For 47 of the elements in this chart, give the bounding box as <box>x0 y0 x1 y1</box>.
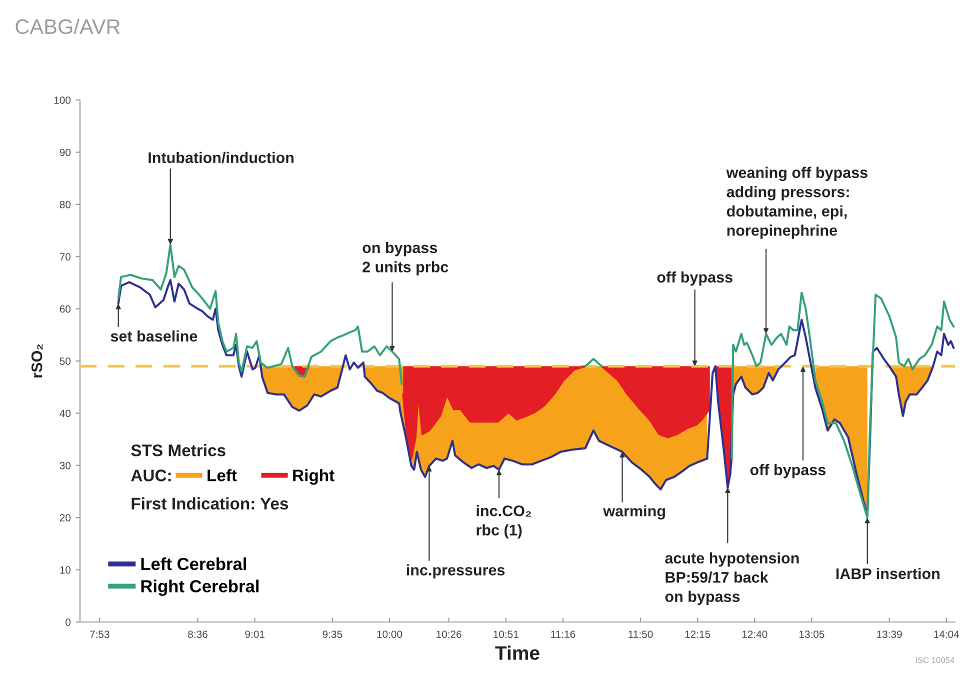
x-tick-label: 13:05 <box>799 630 824 638</box>
y-tick-label: 20 <box>60 514 71 522</box>
legend-label: Right <box>293 469 334 485</box>
annotation: warming <box>603 505 665 520</box>
annotation: set baseline <box>110 330 198 342</box>
annotation: acute hypotension BP:59/17 back on bypass <box>665 552 799 606</box>
x-tick-label: 9:01 <box>245 630 264 638</box>
text: ISC 10054 <box>916 657 954 664</box>
y-tick-label: 80 <box>60 200 71 208</box>
y-tick-label: 40 <box>60 410 71 418</box>
legend-label: Left Cerebral <box>141 557 246 570</box>
annotation: STS Metrics <box>131 444 226 456</box>
y-tick-label: 30 <box>60 462 71 470</box>
annotation: inc.CO₂ rbc (1) <box>476 505 531 539</box>
x-tick-label: 12:15 <box>685 630 710 638</box>
x-tick-label: 13:39 <box>877 630 902 638</box>
annotation: off bypass <box>750 464 826 478</box>
y-tick-label: 10 <box>60 566 71 574</box>
legend-label: Left <box>208 469 237 482</box>
y-tick-label: 90 <box>60 148 71 156</box>
x-tick-label: 9:35 <box>322 630 342 638</box>
annotation: First Indication: Yes <box>132 497 288 510</box>
x-tick-label: 12:40 <box>742 630 768 638</box>
annotation: weaning off bypass adding pressors: dobutamine, epi, norepinephrine <box>726 166 868 239</box>
x-tick-label: 8:36 <box>188 630 208 638</box>
x-tick-label: 10:51 <box>494 630 518 638</box>
x-tick-label: 14:04 <box>934 630 960 638</box>
x-axis-title: Time <box>495 646 540 660</box>
y-tick-label: 50 <box>60 358 71 365</box>
annotation: AUC: <box>131 470 171 482</box>
annotation: off bypass <box>657 271 732 286</box>
annotation: Intubation/induction <box>148 152 294 164</box>
x-tick-label: 10:00 <box>377 630 402 638</box>
x-tick-label: 10:26 <box>436 630 462 638</box>
annotation: on bypass 2 units prbc <box>362 242 448 276</box>
y-tick-label: 0 <box>66 618 71 626</box>
chart-title: CABG/AVR <box>16 18 120 34</box>
annotation: inc.pressures <box>406 564 505 578</box>
x-tick-label: 11:16 <box>551 630 576 638</box>
legend-label: Right Cerebral <box>141 580 259 596</box>
y-axis-title: rSO₂ <box>31 344 43 378</box>
annotation: IABP insertion <box>836 568 940 580</box>
y-tick-label: 60 <box>60 305 71 313</box>
y-tick-label: 70 <box>60 253 71 260</box>
x-tick-label: 11:50 <box>628 630 653 638</box>
x-tick-label: 7:53 <box>90 630 110 638</box>
y-tick-label: 100 <box>54 96 71 104</box>
